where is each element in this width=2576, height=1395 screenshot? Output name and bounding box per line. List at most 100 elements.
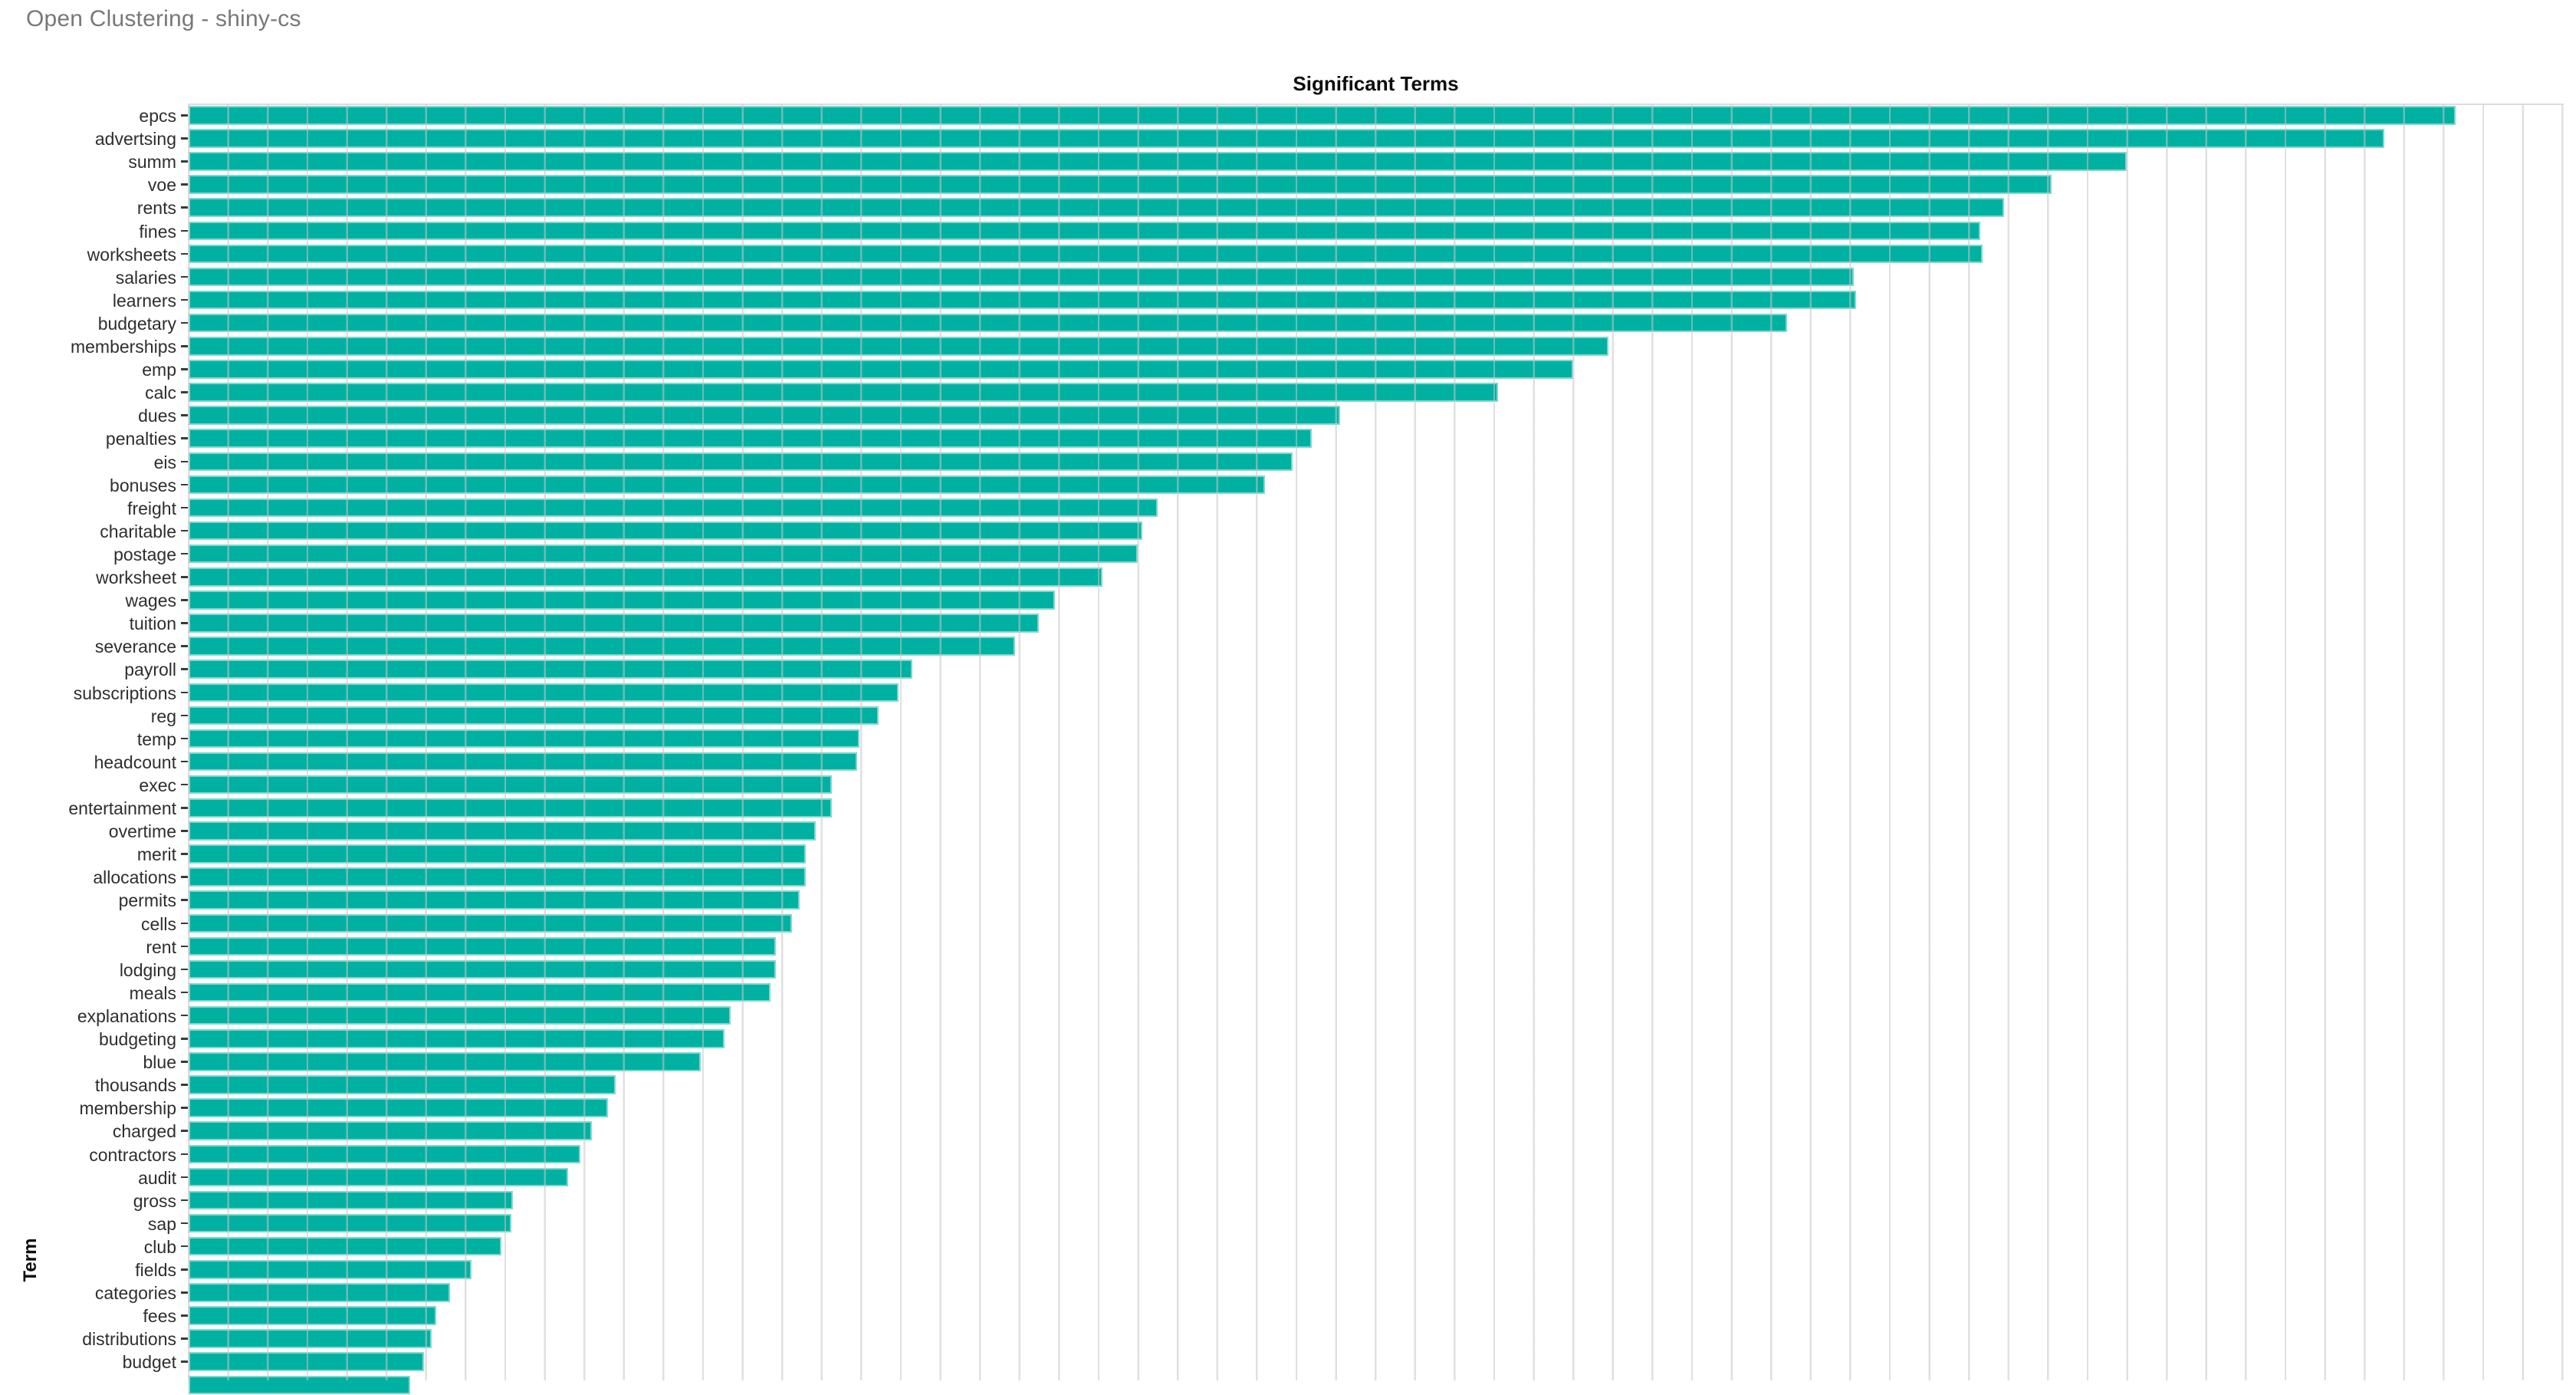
term-bar[interactable] (189, 1236, 501, 1256)
term-bar[interactable] (189, 1352, 425, 1371)
term-bar[interactable] (189, 290, 1856, 310)
term-bar[interactable] (189, 267, 1855, 287)
term-bar[interactable] (189, 129, 2384, 148)
term-bar[interactable] (189, 521, 1142, 541)
term-label: blue (143, 1052, 176, 1073)
term-bar[interactable] (189, 198, 2005, 217)
y-axis-tick (181, 945, 188, 948)
term-label: payroll (124, 660, 176, 680)
term-bar[interactable] (189, 1144, 580, 1163)
term-bar[interactable] (189, 1098, 608, 1117)
term-bar[interactable] (189, 867, 806, 887)
bar-row: epcs (0, 106, 2576, 126)
bar-row: calc (0, 383, 2576, 403)
term-label: wages (125, 591, 176, 611)
term-bar[interactable] (189, 982, 770, 1002)
bar-row: lodging (0, 959, 2576, 980)
term-bar[interactable] (189, 775, 832, 795)
term-label: tuition (129, 614, 176, 634)
term-bar[interactable] (189, 544, 1138, 564)
y-axis-tick (181, 1222, 188, 1225)
term-label: headcount (94, 752, 176, 772)
term-bar[interactable] (189, 683, 899, 702)
y-axis-tick (181, 252, 188, 255)
term-label: fields (135, 1260, 176, 1280)
term-bar[interactable] (189, 429, 1313, 448)
term-label: advertsing (94, 129, 176, 150)
term-label: membership (79, 1098, 176, 1119)
bar-row: temp (0, 729, 2576, 749)
y-axis-tick (181, 876, 188, 878)
term-bar[interactable] (189, 1260, 472, 1279)
term-label: rent (146, 936, 176, 957)
term-label: learners (112, 290, 176, 311)
bar-row: bonuses (0, 475, 2576, 495)
term-label: entertainment (68, 798, 176, 818)
term-label: sap (147, 1213, 176, 1234)
term-bar[interactable] (189, 1005, 731, 1025)
term-bar[interactable] (189, 337, 1609, 356)
y-axis-tick (181, 1014, 188, 1017)
term-bar[interactable] (189, 1213, 511, 1233)
term-bar[interactable] (189, 452, 1293, 471)
bar-row: tuition (0, 614, 2576, 633)
term-bar[interactable] (189, 591, 1056, 610)
term-bar[interactable] (189, 1190, 514, 1210)
y-axis-tick (181, 1360, 188, 1363)
term-label: worksheets (87, 244, 176, 265)
term-bar[interactable] (189, 637, 1016, 656)
bar-row: meals (0, 982, 2576, 1003)
bar-row (0, 1375, 2576, 1395)
term-bar[interactable] (189, 152, 2128, 171)
y-axis-tick (181, 1107, 188, 1109)
term-bar[interactable] (189, 1167, 569, 1187)
term-bar[interactable] (189, 568, 1102, 587)
term-bar[interactable] (189, 406, 1340, 425)
page-title: Open Clustering - shiny-cs (26, 6, 301, 31)
y-axis-tick (181, 206, 188, 209)
bar-row: rents (0, 198, 2576, 218)
y-axis-tick (181, 899, 188, 901)
term-bar[interactable] (189, 614, 1040, 633)
term-bar[interactable] (189, 660, 913, 679)
y-axis-tick (181, 460, 188, 463)
term-bar[interactable] (189, 244, 1983, 264)
term-bar[interactable] (189, 844, 806, 864)
term-bar[interactable] (189, 1329, 432, 1348)
term-bar[interactable] (189, 913, 792, 933)
bar-row: learners (0, 290, 2576, 311)
bar-row: rent (0, 936, 2576, 957)
term-bar[interactable] (189, 729, 859, 748)
term-bar[interactable] (189, 890, 800, 910)
term-bar[interactable] (189, 1075, 616, 1094)
term-bar[interactable] (189, 383, 1498, 402)
term-bar[interactable] (189, 1121, 593, 1140)
term-bar[interactable] (189, 498, 1158, 518)
term-bar[interactable] (189, 221, 1981, 240)
term-bar[interactable] (189, 475, 1265, 495)
term-bar[interactable] (189, 936, 777, 956)
term-bar[interactable] (189, 1029, 725, 1048)
bar-row: salaries (0, 267, 2576, 288)
term-bar[interactable] (189, 175, 2052, 194)
term-label: reg (150, 706, 176, 726)
term-bar[interactable] (189, 1306, 436, 1325)
term-label: distributions (82, 1329, 176, 1350)
term-bar[interactable] (189, 798, 832, 818)
bar-row: advertsing (0, 129, 2576, 150)
bar-row: fields (0, 1260, 2576, 1280)
term-bar[interactable] (189, 360, 1573, 379)
bar-row: wages (0, 591, 2576, 610)
term-bar[interactable] (189, 752, 858, 772)
term-bar[interactable] (189, 1375, 410, 1394)
term-bar[interactable] (189, 1283, 450, 1302)
term-bar[interactable] (189, 821, 816, 841)
term-label: emp (142, 360, 176, 380)
term-bar[interactable] (189, 706, 879, 725)
bar-row: payroll (0, 660, 2576, 679)
term-bar[interactable] (189, 959, 777, 979)
term-bar[interactable] (189, 313, 1787, 333)
term-bar[interactable] (189, 106, 2456, 125)
term-bar[interactable] (189, 1052, 702, 1071)
